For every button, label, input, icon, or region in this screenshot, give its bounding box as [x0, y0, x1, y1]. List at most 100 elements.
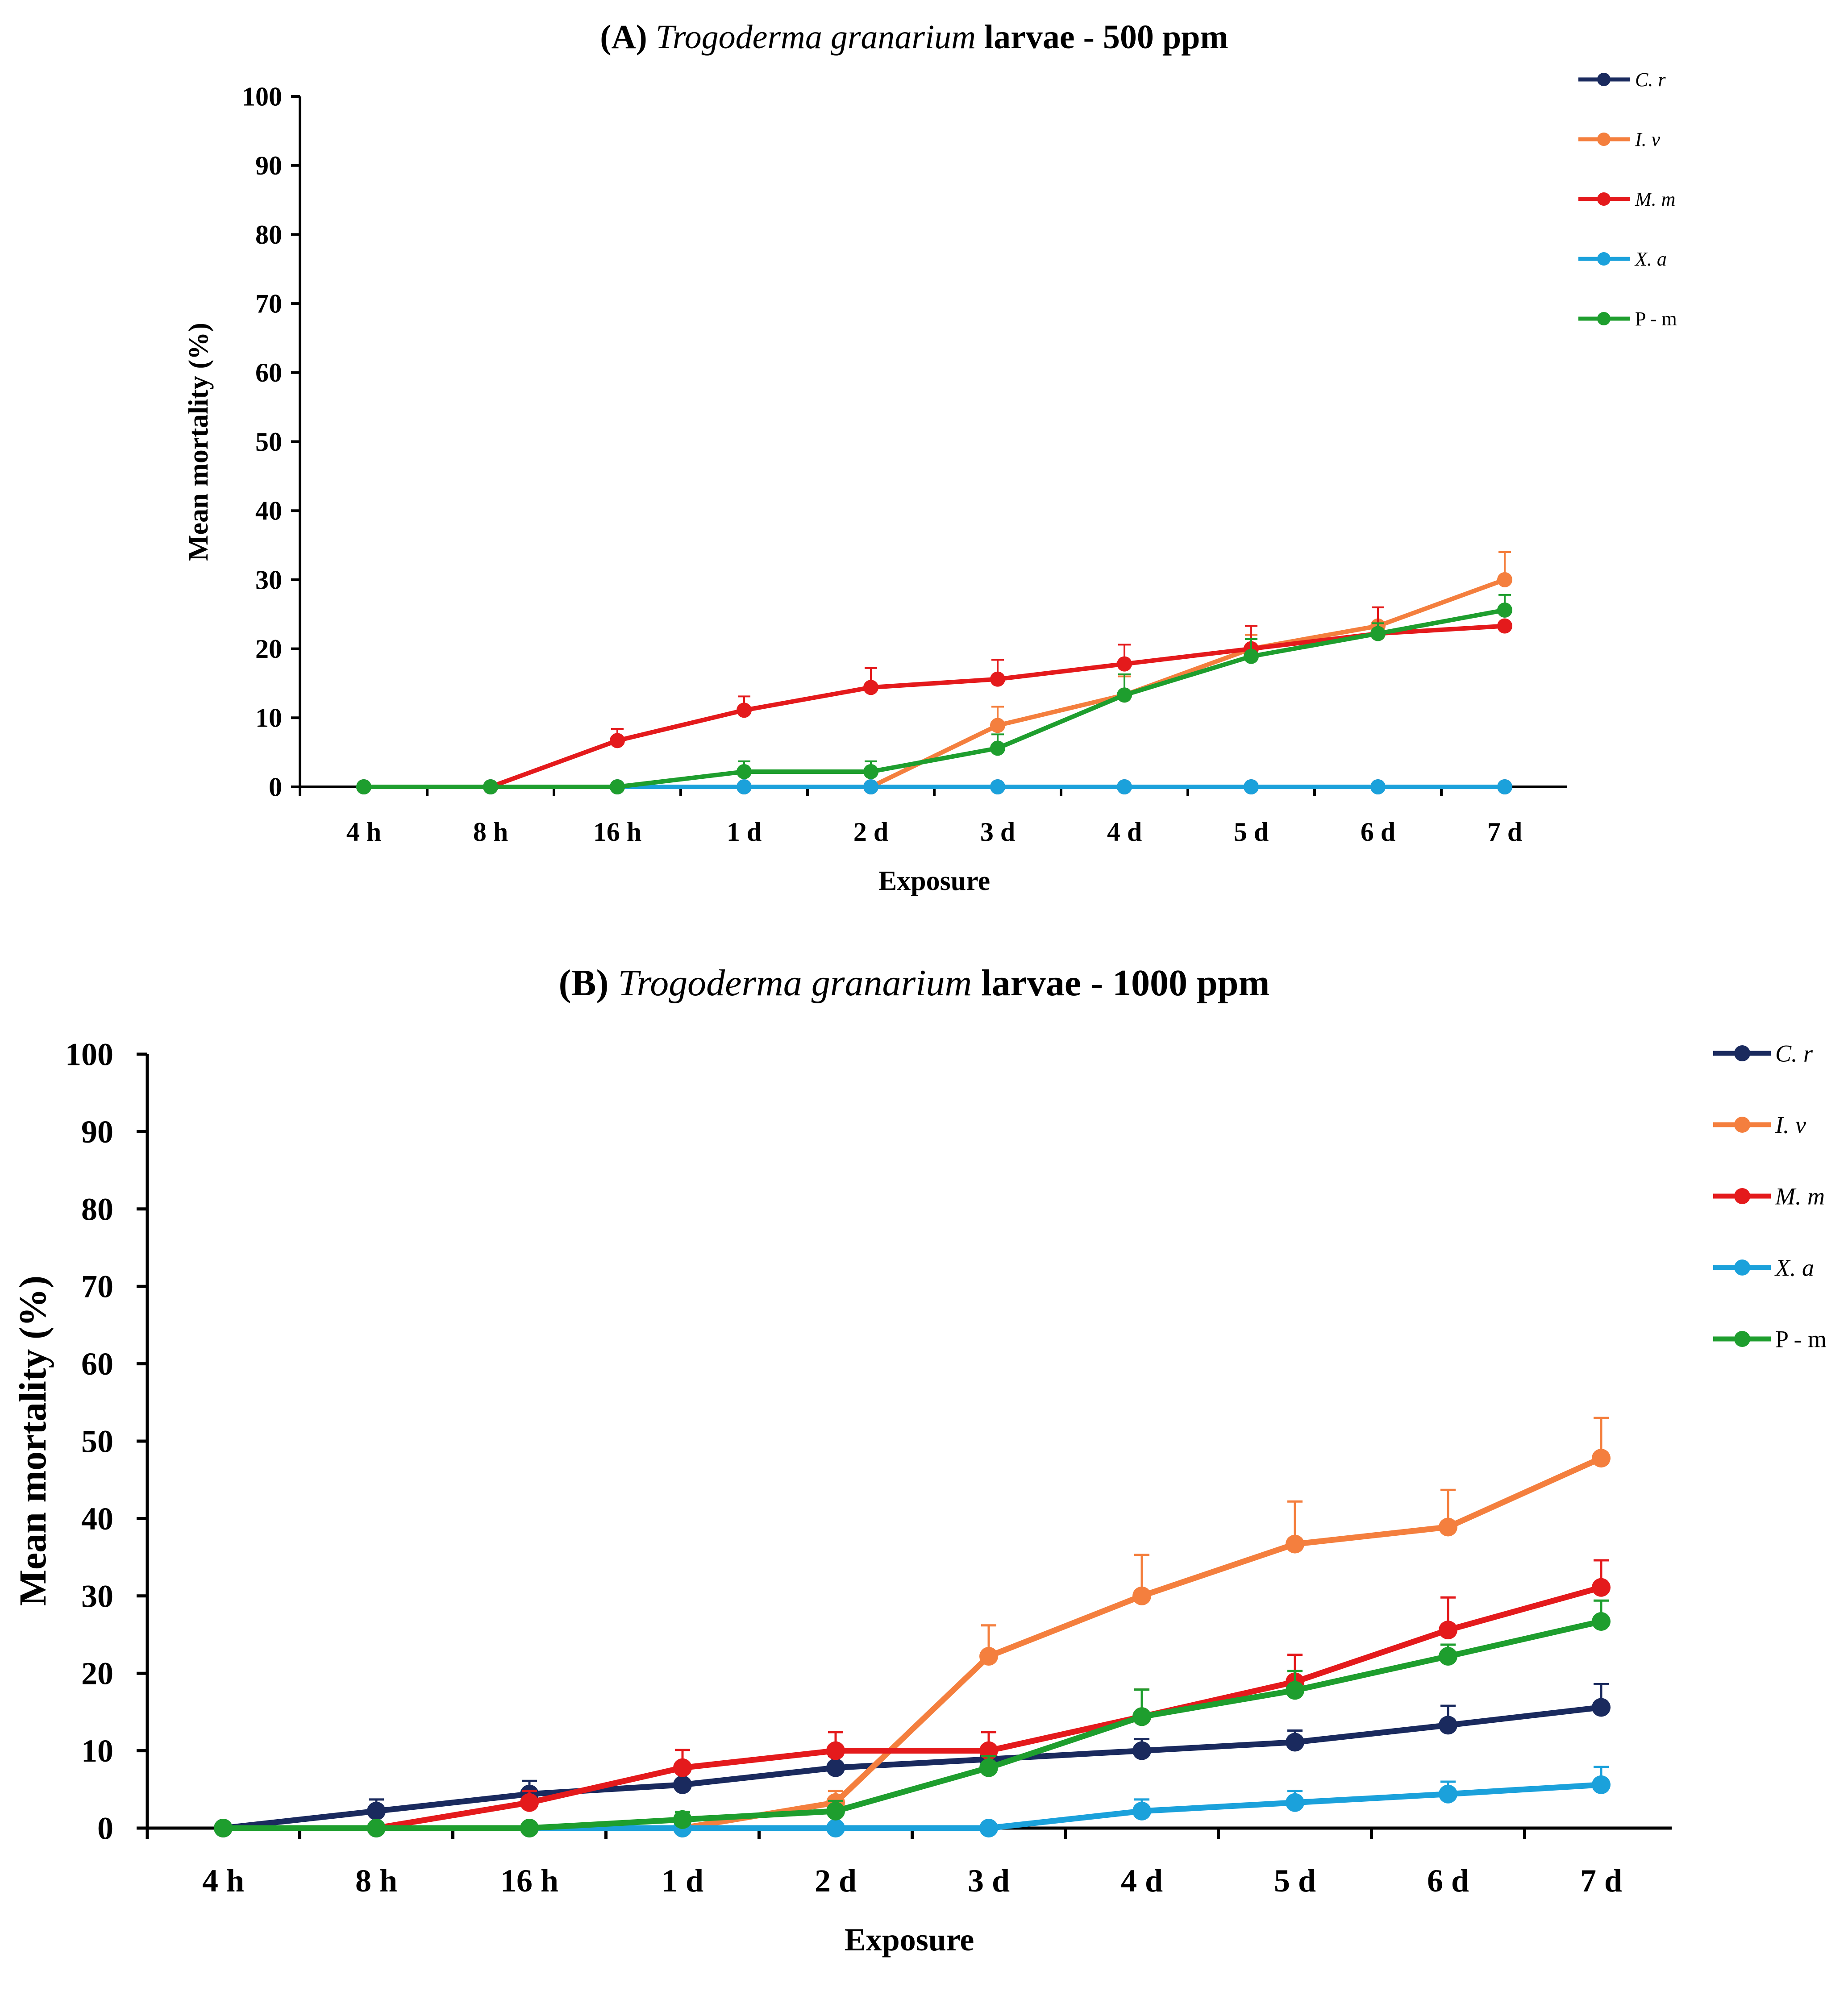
panel-b-y-tick-label: 40 [81, 1501, 113, 1537]
panel-b-legend-label: I. v [1775, 1111, 1806, 1138]
panel-a-y-tick-label: 60 [255, 358, 282, 387]
panel-a-x-tick-label: 2 d [853, 817, 888, 847]
panel-b-data-point [1286, 1793, 1304, 1812]
panel-b-data-point [1439, 1647, 1457, 1666]
panel-b-x-tick-label: 4 h [202, 1863, 244, 1899]
panel-a-data-point [1370, 779, 1386, 794]
panel-b-legend-label: P - m [1775, 1326, 1827, 1352]
panel-b-data-point [214, 1819, 233, 1837]
panel-a-legend-swatch-marker [1597, 192, 1611, 206]
panel-b-series-line [220, 1455, 1604, 1831]
panel-a-data-point [610, 779, 625, 794]
panel-b-legend-item-p-m: P - m [1713, 1326, 1827, 1352]
panel-b-y-tick-label: 60 [81, 1346, 113, 1382]
panel-b-series-line [220, 1618, 1604, 1831]
panel-a-title-prefix: (A) [600, 18, 656, 56]
panel-b-y-axis-title: Mean mortality (%) [11, 1276, 54, 1606]
panel-a-data-point [1497, 618, 1512, 634]
panel-a-legend-label: I. v [1635, 129, 1661, 150]
panel-a-legend-label: X. a [1634, 248, 1667, 270]
panel-a-series-line [362, 607, 1507, 789]
panel-a-data-point [737, 702, 752, 718]
panel-a-data-point [1370, 626, 1386, 641]
panel-b-legend-label: X. a [1774, 1254, 1814, 1281]
panel-b-legend-label: M. m [1775, 1183, 1825, 1210]
panel-a-data-point [863, 680, 878, 695]
panel-b-data-point [1132, 1707, 1151, 1726]
panel-b-legend-item-c-r: C. r [1713, 1040, 1813, 1067]
panel-a-data-point [1497, 572, 1512, 587]
panel-a-legend-label: C. r [1635, 69, 1666, 91]
panel-b-data-point [1592, 1698, 1611, 1717]
panel-a-x-tick-label: 7 d [1487, 817, 1522, 847]
panel-a-legend-swatch-marker [1597, 312, 1611, 325]
panel-a-y-axis-title: Mean mortality (%) [183, 323, 214, 561]
panel-b-title-species: Trogoderma granarium [618, 962, 972, 1004]
panel-b-y-tick-label: 50 [81, 1423, 113, 1459]
panel-b-data-point [520, 1819, 539, 1837]
panel-b-legend-item-m-m: M. m [1713, 1183, 1825, 1210]
panel-b-x-axis-title: Exposure [845, 1922, 974, 1958]
panel-a-y-tick-label: 90 [255, 151, 282, 180]
panel-a-y-tick-label: 20 [255, 634, 282, 664]
panel-b-y-tick-label: 20 [81, 1656, 113, 1692]
panel-a-legend-item-m-m: M. m [1578, 188, 1675, 210]
panel-b-legend-swatch-marker [1734, 1188, 1750, 1204]
panel-b-legend-swatch-marker [1734, 1045, 1750, 1061]
panel-b-y-tick-label: 100 [65, 1036, 113, 1072]
panel-b-data-point [520, 1793, 539, 1812]
panel-a-title-species: Trogoderma granarium [656, 18, 976, 56]
panel-a-x-tick-label: 6 d [1361, 817, 1395, 847]
panel-b-series-i-v [214, 1417, 1611, 1837]
panel-b-data-point [1132, 1741, 1151, 1760]
panel-b-title-suffix: larvae - 1000 ppm [972, 962, 1269, 1004]
panel-b-data-point [1439, 1621, 1457, 1640]
panel-a-x-tick-label: 4 h [346, 817, 381, 847]
panel-b-legend-label: C. r [1775, 1040, 1813, 1067]
panel-b-x-tick-label: 6 d [1427, 1863, 1469, 1899]
panel-b-legend: C. r I. v M. m X. a P - m [1713, 1040, 1827, 1352]
panel-b-data-point [1592, 1612, 1611, 1631]
panel-a-y-tick-label: 70 [255, 289, 282, 319]
panel-a-data-point [483, 779, 498, 794]
panel-a-x-tick-label: 3 d [980, 817, 1015, 847]
panel-a-y-tick-label: 30 [255, 565, 282, 594]
panel-b-y-tick-label: 80 [81, 1191, 113, 1227]
panel-b-data-point [1439, 1716, 1457, 1735]
panel-a-legend-swatch-marker [1597, 133, 1611, 146]
panel-b-data-point [673, 1810, 692, 1829]
panel-a-chart-title: (A) Trogoderma granarium larvae - 500 pp… [600, 18, 1228, 56]
panel-b-data-point [979, 1758, 998, 1777]
panel-b-y-tick-label: 10 [81, 1733, 113, 1769]
panel-a-data-point [990, 718, 1005, 733]
panel-b-y-tick-label: 70 [81, 1269, 113, 1305]
panel-a-data-point [990, 779, 1005, 794]
panel-a-data-point [1117, 779, 1132, 794]
panel-b-x-tick-label: 1 d [662, 1863, 703, 1899]
panel-b-data-point [673, 1758, 692, 1777]
panel-a-x-tick-label: 5 d [1234, 817, 1269, 847]
panel-a-legend-item-p-m: P - m [1578, 308, 1677, 330]
panel-b-data-point [826, 1819, 845, 1837]
panel-a-title-suffix: larvae - 500 ppm [976, 18, 1228, 56]
chart-panel-b: (B) Trogoderma granarium larvae - 1000 p… [11, 962, 1827, 1958]
panel-a-x-tick-label: 16 h [593, 817, 641, 847]
panel-a-y-tick-label: 10 [255, 703, 282, 733]
panel-b-data-point [826, 1801, 845, 1821]
panel-b-chart-title: (B) Trogoderma granarium larvae - 1000 p… [559, 962, 1270, 1004]
panel-b-data-point [826, 1758, 845, 1777]
panel-a-x-tick-label: 1 d [727, 817, 762, 847]
panel-a-legend-item-x-a: X. a [1578, 248, 1667, 270]
panel-b-x-tick-label: 8 h [355, 1863, 397, 1899]
panel-b-x-tick-label: 3 d [968, 1863, 1010, 1899]
panel-b-series-line [220, 1704, 1604, 1831]
panel-a-y-tick-label: 0 [269, 772, 282, 802]
panel-a-data-point [1244, 779, 1259, 794]
panel-a-data-point [737, 779, 752, 794]
panel-a-data-point [1117, 656, 1132, 672]
panel-b-y-tick-label: 90 [81, 1114, 113, 1150]
panel-a-x-tick-label: 4 d [1107, 817, 1142, 847]
panel-a-legend-label: P - m [1635, 308, 1677, 330]
panel-a-data-point [1497, 602, 1512, 618]
